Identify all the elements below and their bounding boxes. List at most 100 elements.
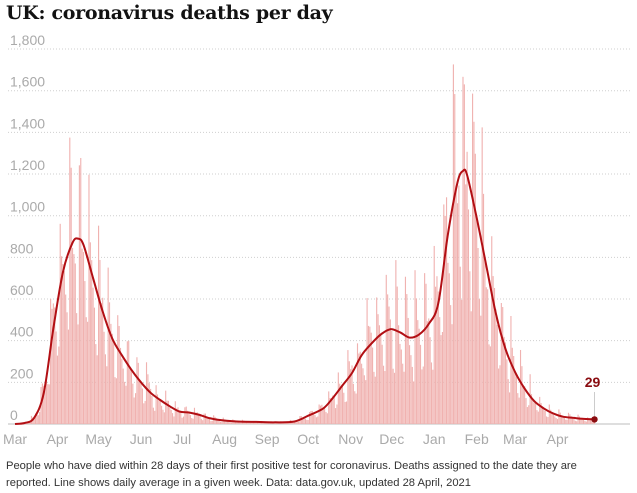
daily-bar (345, 401, 348, 424)
daily-bar (539, 396, 541, 424)
daily-bar (535, 402, 537, 424)
daily-bar (88, 174, 90, 424)
daily-bar (54, 307, 56, 424)
daily-bar (389, 319, 391, 424)
daily-bar (117, 315, 119, 424)
y-tick-label: 0 (10, 407, 18, 423)
daily-bar (578, 416, 580, 424)
daily-bar (478, 298, 480, 424)
daily-bar (543, 408, 545, 424)
daily-bar (384, 371, 386, 424)
daily-bar (462, 76, 464, 424)
daily-bar (208, 418, 211, 424)
daily-bar (240, 422, 242, 424)
daily-bar (174, 401, 176, 424)
daily-bar (359, 351, 361, 424)
daily-bar (328, 391, 330, 424)
daily-bar (315, 417, 317, 424)
daily-bar (204, 413, 206, 424)
daily-bar (344, 401, 346, 424)
daily-bar (352, 383, 354, 424)
daily-bar (411, 366, 413, 424)
x-tick-label: Mar (503, 431, 527, 447)
daily-bar (529, 374, 531, 424)
daily-bar (171, 413, 174, 424)
daily-bar (318, 404, 320, 424)
daily-bar (78, 165, 80, 424)
daily-bar (178, 410, 180, 424)
daily-bar (125, 385, 127, 424)
daily-bar (98, 225, 100, 424)
daily-bar (339, 383, 341, 424)
daily-bar (295, 421, 297, 424)
daily-bar (258, 422, 260, 424)
daily-bar (398, 325, 400, 424)
daily-bar (322, 408, 324, 424)
daily-bar (350, 369, 352, 424)
daily-bar (152, 407, 154, 424)
daily-bar (304, 418, 306, 424)
daily-bar (426, 321, 428, 424)
daily-bar (135, 393, 137, 424)
daily-bar (119, 347, 122, 424)
daily-bar (148, 383, 150, 424)
daily-bar (451, 324, 453, 424)
daily-bar (202, 420, 204, 424)
daily-bar (381, 344, 383, 424)
daily-bar (363, 375, 365, 424)
daily-bar (565, 419, 567, 424)
daily-bar (195, 412, 197, 424)
x-tick-label: Jan (423, 431, 446, 447)
daily-bar (41, 383, 43, 424)
daily-bar (455, 187, 457, 424)
daily-bar (158, 400, 160, 424)
daily-bar (351, 365, 353, 424)
daily-bar (185, 406, 187, 424)
daily-bar (155, 385, 157, 424)
daily-bar (340, 386, 342, 424)
daily-bar (584, 420, 586, 424)
daily-bar (585, 421, 587, 424)
daily-bar (84, 281, 86, 424)
weekly-average-line (14, 168, 595, 425)
daily-bar (493, 287, 496, 424)
daily-bar (207, 417, 209, 424)
daily-bar (211, 420, 213, 424)
daily-bar (182, 416, 185, 424)
daily-bar (218, 420, 220, 424)
daily-bar (129, 368, 131, 424)
daily-bar (56, 355, 59, 424)
daily-bar (250, 422, 252, 424)
daily-bar (169, 407, 171, 424)
daily-bar (495, 309, 497, 424)
daily-bar (555, 418, 557, 424)
daily-bar (293, 421, 296, 424)
daily-bar (536, 410, 538, 424)
daily-bar (74, 263, 76, 424)
daily-bar (162, 409, 164, 424)
daily-bar (156, 394, 159, 424)
daily-bar (482, 193, 485, 424)
x-tick-label: Mar (3, 431, 27, 447)
daily-bar (217, 419, 219, 424)
daily-bar (198, 414, 200, 424)
daily-bar (518, 397, 520, 424)
daily-bar (180, 412, 182, 424)
daily-bar (248, 422, 250, 424)
y-tick-label: 600 (10, 282, 34, 298)
daily-bar (144, 400, 146, 424)
daily-bar (387, 294, 389, 424)
y-tick-label: 200 (10, 365, 34, 381)
daily-bar (472, 93, 474, 425)
daily-bar (104, 354, 106, 424)
daily-bar (62, 264, 64, 424)
daily-bar (569, 414, 571, 424)
daily-bar (237, 421, 239, 424)
daily-bar (380, 334, 382, 424)
daily-bar (37, 415, 39, 424)
daily-bar (36, 411, 38, 424)
daily-bar (476, 214, 478, 424)
daily-bar (110, 323, 112, 424)
daily-bar (278, 422, 280, 424)
daily-bar (356, 343, 359, 424)
